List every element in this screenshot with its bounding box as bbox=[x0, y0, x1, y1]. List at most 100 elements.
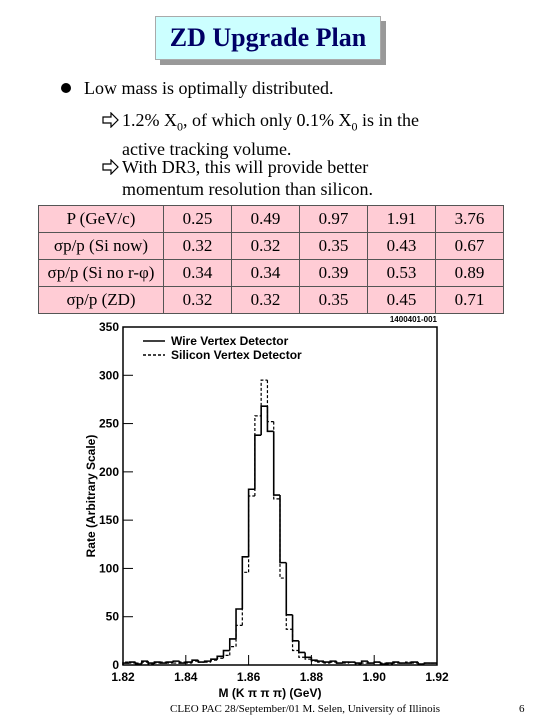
histogram-bin bbox=[266, 406, 274, 433]
table-row: σp/p (ZD) 0.32 0.32 0.35 0.45 0.71 bbox=[38, 286, 504, 314]
y-tick-label: 50 bbox=[106, 610, 120, 624]
histogram-bin bbox=[266, 380, 274, 423]
histogram-bin bbox=[411, 662, 419, 664]
histogram-bin bbox=[360, 660, 368, 664]
histogram-bin bbox=[291, 629, 299, 652]
table-cell: 0.39 bbox=[299, 259, 368, 287]
histogram-bin bbox=[298, 650, 306, 658]
chart: 0 50 100 150 200 250 300 350 1.82 1.84 1.86 1.88 1.9… bbox=[84, 315, 449, 700]
histogram-bin bbox=[247, 488, 255, 557]
y-tick-label: 250 bbox=[99, 417, 119, 431]
histogram-bin bbox=[348, 661, 356, 664]
histogram-bin bbox=[310, 657, 318, 661]
table-cell: P (GeV/c) bbox=[38, 205, 164, 233]
histogram-bin bbox=[335, 662, 343, 664]
histogram-bin bbox=[310, 659, 318, 662]
table-cell: 0.45 bbox=[367, 286, 436, 314]
histogram-bin bbox=[386, 663, 394, 665]
table-cell: 0.32 bbox=[163, 286, 232, 314]
table-cell: 0.32 bbox=[163, 232, 232, 260]
sub-bullet: 1.2% X0, of which only 0.1% X0 is in the… bbox=[122, 109, 462, 160]
bullet-dot bbox=[61, 83, 71, 93]
bullet-text: Low mass is optimally distributed. bbox=[84, 78, 334, 98]
histogram-bin bbox=[235, 608, 243, 639]
histogram-bin bbox=[222, 654, 230, 659]
histogram-bin bbox=[361, 662, 368, 665]
histogram-bin bbox=[373, 661, 381, 664]
histogram-bin bbox=[141, 661, 149, 664]
histogram-bin bbox=[392, 662, 400, 665]
y-tick-label: 100 bbox=[99, 561, 119, 575]
x-tick-label: 1.90 bbox=[363, 670, 387, 684]
table-cell: 0.53 bbox=[367, 259, 436, 287]
histogram-bin bbox=[147, 661, 155, 664]
footer-text: CLEO PAC 28/September/01 M. Selen, Unive… bbox=[170, 703, 440, 715]
table-row: σp/p (Si no r-φ) 0.34 0.34 0.39 0.53 0.89 bbox=[38, 259, 504, 287]
table-cell: 3.76 bbox=[435, 205, 504, 233]
y-tick-label: 0 bbox=[112, 658, 119, 672]
arrow-icon bbox=[102, 159, 119, 175]
sub-bullet: With DR3, this will provide better momen… bbox=[122, 156, 422, 200]
histogram-bin bbox=[241, 556, 249, 609]
histogram-bin bbox=[153, 662, 161, 665]
table-cell: 0.34 bbox=[231, 259, 300, 287]
table-cell: 0.25 bbox=[163, 205, 232, 233]
arrow-icon bbox=[102, 112, 119, 128]
table-cell: σp/p (ZD) bbox=[38, 286, 164, 314]
histogram-bin bbox=[354, 662, 362, 664]
histogram-bin bbox=[216, 657, 224, 661]
table-cell: 0.43 bbox=[367, 232, 436, 260]
table-cell: 0.32 bbox=[231, 232, 300, 260]
y-tick-label: 350 bbox=[99, 320, 119, 334]
subscript: 0 bbox=[351, 119, 358, 134]
table-row: σp/p (Si now) 0.32 0.32 0.35 0.43 0.67 bbox=[38, 232, 504, 260]
histogram-bin bbox=[260, 379, 268, 416]
table-cell: 0.97 bbox=[299, 205, 368, 233]
x-tick-label: 1.82 bbox=[111, 670, 135, 684]
table-cell: 1.91 bbox=[367, 205, 436, 233]
table-cell: 0.89 bbox=[435, 259, 504, 287]
histogram-bin bbox=[423, 662, 431, 665]
histogram-bin bbox=[122, 661, 130, 665]
histogram-bin bbox=[172, 660, 180, 663]
x-tick-label: 1.88 bbox=[300, 670, 324, 684]
histogram-bin bbox=[229, 646, 237, 656]
histogram-bin bbox=[417, 663, 425, 665]
x-tick-label: 1.86 bbox=[237, 670, 261, 684]
histogram-bin bbox=[316, 660, 324, 662]
table-cell: σp/p (Si no r-φ) bbox=[38, 259, 164, 287]
histogram-bin bbox=[279, 498, 287, 579]
histogram-bin bbox=[248, 495, 255, 573]
histogram-bin bbox=[260, 405, 268, 436]
x-tick-label: 1.92 bbox=[425, 670, 449, 684]
subscript: 0 bbox=[177, 119, 183, 134]
x-tick-label: 1.84 bbox=[174, 670, 198, 684]
histogram-bin bbox=[160, 661, 167, 664]
histogram-bin bbox=[178, 661, 186, 664]
histogram-bin bbox=[254, 415, 262, 496]
table-cell: σp/p (Si now) bbox=[38, 232, 164, 260]
histogram-bin bbox=[128, 662, 136, 664]
histogram-bin bbox=[329, 661, 337, 664]
y-tick-label: 300 bbox=[99, 368, 119, 382]
histogram-bin bbox=[285, 562, 293, 616]
annotation: 1400401-001 bbox=[390, 315, 438, 324]
text-span: 1.2% X bbox=[122, 110, 177, 130]
text-span: With DR3, this will provide better momen… bbox=[122, 157, 373, 199]
table-cell: 0.35 bbox=[299, 232, 368, 260]
histogram-bin bbox=[291, 614, 299, 642]
histogram-bin bbox=[191, 660, 199, 664]
table-cell: 0.67 bbox=[435, 232, 504, 260]
text-span: is in the active tracking volume. bbox=[122, 110, 419, 159]
histogram-bin bbox=[323, 661, 331, 663]
histogram-bin bbox=[379, 662, 387, 664]
y-axis-label: Rate (Arbitrary Scale) bbox=[84, 435, 98, 558]
table-row: P (GeV/c) 0.25 0.49 0.97 1.91 3.76 bbox=[38, 205, 504, 233]
table-cell: 0.35 bbox=[299, 286, 368, 314]
legend-label: Wire Vertex Detector bbox=[171, 334, 289, 348]
histogram-bin bbox=[323, 662, 331, 664]
table-cell: 0.34 bbox=[163, 259, 232, 287]
histogram-bin bbox=[241, 571, 249, 626]
histogram-bin bbox=[222, 649, 230, 657]
